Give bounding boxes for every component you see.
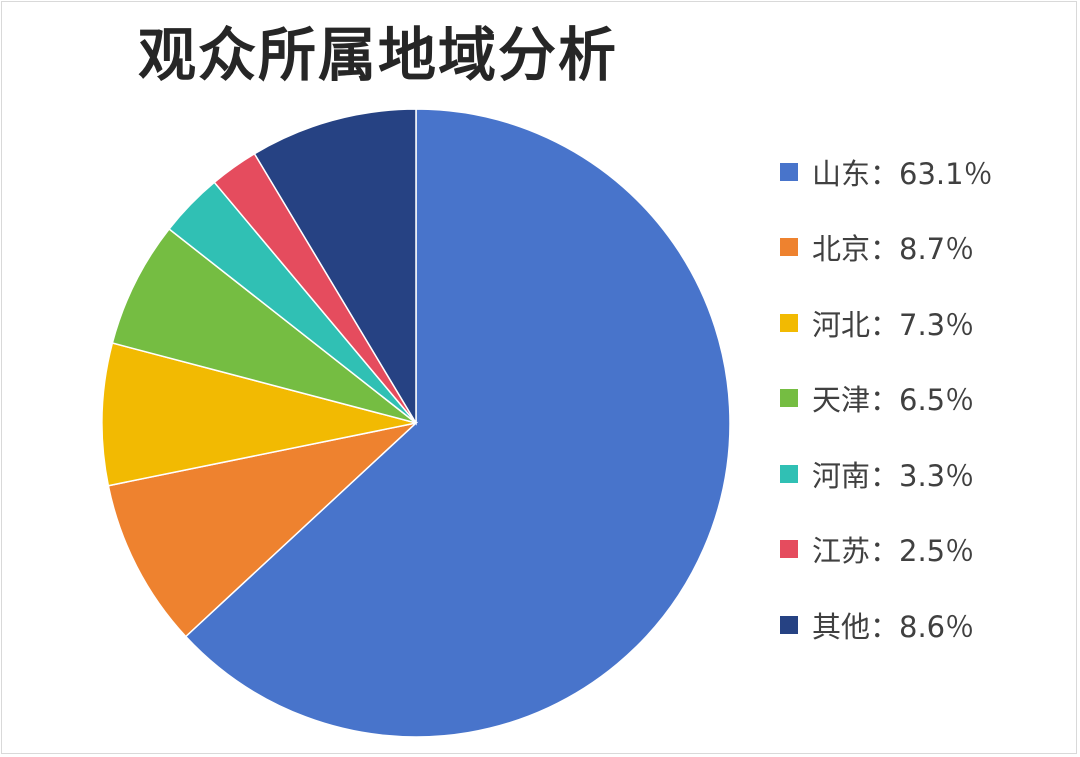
- pie-slice-6: [253, 108, 417, 426]
- pie-slice-2: [101, 342, 417, 487]
- legend-label: 其他：8.6％: [812, 609, 975, 644]
- legend-item-1: 北京：8.7％: [780, 210, 993, 286]
- legend-item-5: 江苏：2.5％: [780, 512, 993, 588]
- legend-label: 北京：8.7％: [812, 232, 975, 267]
- pie-slice-1: [107, 421, 419, 638]
- legend-swatch: [780, 464, 798, 483]
- legend-swatch: [780, 162, 798, 181]
- legend-swatch: [780, 238, 798, 257]
- legend-item-3: 天津：6.5％: [780, 361, 993, 437]
- pie-slice-3: [111, 227, 417, 424]
- chart-legend: 山东：63.1％ 北京：8.7％ 河北：7.3％ 天津：6.5％ 河南：3.3％ 江苏：2…: [780, 134, 993, 663]
- legend-label: 天津：6.5％: [812, 383, 975, 418]
- legend-item-2: 河北：7.3％: [780, 285, 993, 361]
- pie-slice-0: [184, 108, 731, 738]
- legend-item-0: 山东：63.1％: [780, 134, 993, 210]
- legend-item-4: 河南：3.3％: [780, 436, 993, 512]
- legend-label: 江苏：2.5％: [812, 534, 975, 569]
- legend-label: 河北：7.3％: [812, 307, 975, 342]
- legend-swatch: [780, 389, 798, 408]
- legend-swatch: [780, 615, 798, 634]
- legend-item-6: 其他：8.6％: [780, 587, 993, 663]
- legend-label: 山东：63.1％: [812, 156, 993, 191]
- legend-swatch: [780, 313, 798, 332]
- legend-label: 河南：3.3％: [812, 458, 975, 493]
- chart-title: 观众所属地域分析: [138, 21, 619, 89]
- legend-swatch: [780, 540, 798, 559]
